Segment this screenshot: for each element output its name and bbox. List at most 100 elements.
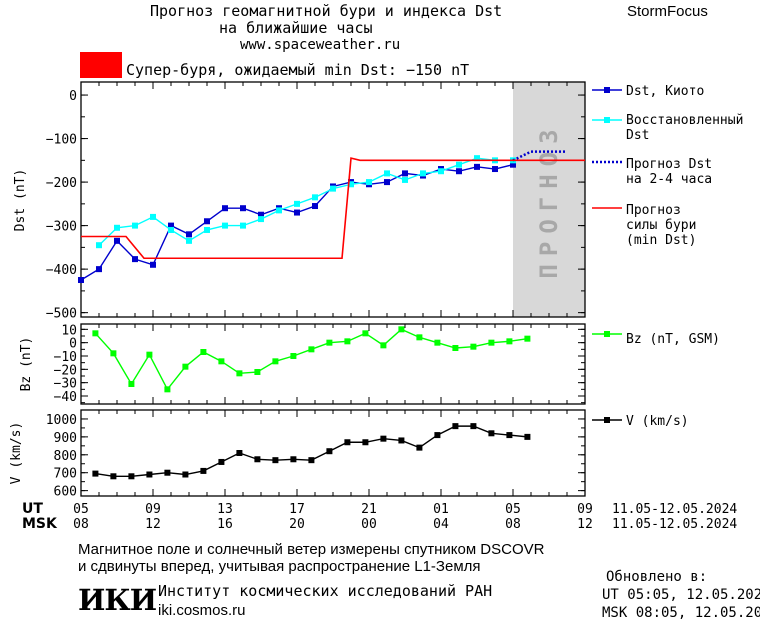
msk-tick-label: 04 (433, 517, 449, 532)
y-tick-label: −100 (46, 133, 77, 148)
ut-date-range: 11.05-12.05.2024 (612, 502, 737, 517)
bz-series-0-point (344, 338, 351, 345)
v-panel-frame (80, 409, 586, 497)
legend-reconstructed-label-1: Восстановленный (626, 113, 743, 128)
dst-series-1-point (456, 161, 462, 168)
y-tick-label: −500 (46, 307, 77, 322)
ut-tick-label: 05 (73, 502, 89, 517)
msk-tick-label: 16 (217, 517, 233, 532)
legend-reconstructed-label-2: Dst (626, 128, 649, 143)
bz-series-0-point (128, 381, 135, 387)
msk-tick-label: 08 (73, 517, 89, 532)
series-layer (78, 150, 585, 480)
v-series-0-point (164, 469, 171, 476)
legend-forecast-label-2: на 2-4 часа (626, 172, 712, 187)
dst-series-1-point (330, 185, 336, 192)
alert-text: Супер-буря, ожидаемый min Dst: −150 nT (126, 61, 470, 79)
y-tick-label: 10 (61, 323, 77, 338)
website-link[interactable]: www.spaceweather.ru (240, 37, 401, 53)
dst-series-3-line (81, 157, 585, 260)
page-title-line2: на ближайшие часы (219, 19, 373, 37)
y-tick-label: −30 (54, 377, 77, 392)
iki-logo: ИКИ (78, 583, 157, 617)
msk-tick-label: 12 (577, 517, 593, 532)
ut-tick-label: 13 (217, 502, 233, 517)
bz-series-0-point (92, 330, 99, 337)
y-tick-label: 900 (54, 431, 77, 446)
forecast-region (513, 82, 585, 317)
dst-series-1-point (402, 176, 408, 183)
footer-line2: и сдвинуты вперед, учитывая распростране… (78, 558, 481, 575)
bz-series-0-point (380, 342, 387, 349)
dst-series-0-point (168, 222, 174, 229)
bz-series-0-point (110, 350, 117, 357)
v-series-0-point (362, 439, 369, 446)
bz-series-0-point (416, 334, 423, 341)
dst-series-1-point (276, 207, 282, 214)
bz-series-0-point (506, 338, 513, 345)
legend-dst-label: Dst, Киото (626, 84, 704, 99)
legend-storm-label-2: силы бури (626, 218, 696, 233)
v-axis-title: V (km/s) (9, 422, 24, 485)
dst-series-0-point (294, 209, 300, 216)
v-series-0-point (218, 458, 225, 465)
dst-series-0-point (96, 266, 102, 273)
v-series-0-point (200, 467, 207, 474)
y-tick-label: 0 (69, 337, 77, 352)
legend-forecast-label-1: Прогноз Dst (626, 157, 712, 172)
dst-series-0-point (114, 237, 120, 244)
v-series-0-point (254, 456, 261, 463)
v-series-0-point (398, 437, 405, 444)
bz-series-0-point (398, 326, 405, 333)
dst-series-1-point (366, 179, 372, 186)
dst-series-0-point (258, 211, 264, 218)
legend-storm-label-1: Прогноз (626, 203, 681, 218)
v-series-0-point (128, 473, 135, 480)
bz-series-0-line (94, 328, 528, 391)
updated-label: Обновлено в: (606, 569, 708, 585)
legend-v-marker (604, 417, 610, 423)
y-tick-label: 1000 (46, 413, 77, 428)
footer-line1: Магнитное поле и солнечный ветер измерен… (78, 541, 545, 558)
bz-series-0-point (308, 346, 315, 353)
y-tick-label: 0 (69, 89, 77, 104)
bz-legend: Bz (nT, GSM) (592, 331, 720, 347)
bz-panel-frame (80, 323, 586, 405)
bz-series-0-point (254, 369, 261, 375)
msk-label: MSK (22, 516, 58, 532)
bz-series-0-point (524, 335, 531, 342)
dst-series-1-point (384, 170, 390, 177)
msk-tick-label: 20 (289, 517, 305, 532)
dst-legend: Dst, Киото Восстановленный Dst Прогноз D… (592, 84, 743, 248)
brand-name: StormFocus (627, 3, 708, 20)
dst-series-0-point (492, 166, 498, 173)
dst-series-1-point (150, 213, 156, 220)
v-series-0-point (326, 448, 333, 455)
legend-v-label: V (km/s) (626, 414, 689, 429)
ut-tick-label: 09 (577, 502, 593, 517)
y-tick-label: −400 (46, 263, 77, 278)
ut-tick-label: 05 (505, 502, 521, 517)
dst-axis-title: Dst (nT) (13, 169, 28, 232)
v-series-0-point (506, 432, 513, 439)
bz-series-0-point (236, 370, 243, 377)
y-tick-label: 800 (54, 449, 77, 464)
dst-series-1-point (420, 170, 426, 177)
y-tick-label: −300 (46, 220, 77, 235)
dst-series-0-point (150, 261, 156, 268)
dst-series-1-point (474, 155, 480, 162)
institute-link[interactable]: iki.cosmos.ru (158, 602, 246, 619)
ut-tick-label: 01 (433, 502, 449, 517)
dst-series-0-point (474, 163, 480, 170)
dst-series-0-point (132, 256, 138, 263)
dst-series-0-point (510, 161, 516, 168)
dst-series-0-point (78, 277, 84, 284)
v-series-0-point (488, 430, 495, 437)
msk-date-range: 11.05-12.05.2024 (612, 517, 737, 532)
dst-series-1-point (186, 237, 192, 244)
bz-series-0-point (488, 339, 495, 346)
dst-series-1-line (98, 157, 513, 246)
msk-tick-label: 08 (505, 517, 521, 532)
bz-series-0-point (200, 349, 207, 355)
